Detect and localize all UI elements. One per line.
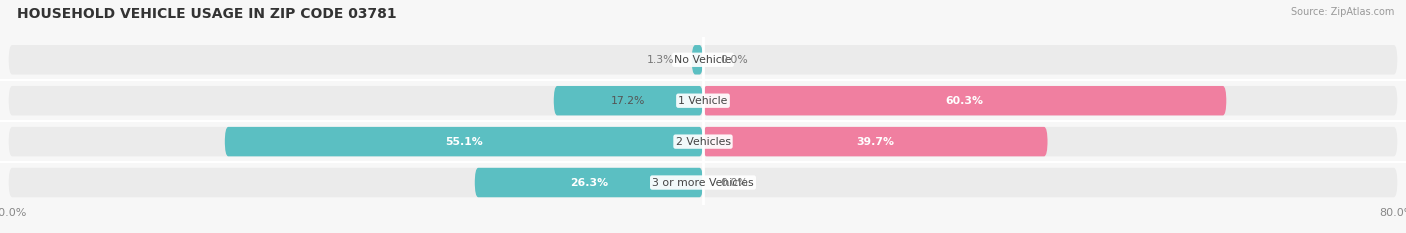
Text: 3 or more Vehicles: 3 or more Vehicles: [652, 178, 754, 188]
FancyBboxPatch shape: [703, 86, 1226, 115]
FancyBboxPatch shape: [554, 86, 703, 115]
FancyBboxPatch shape: [8, 86, 1398, 115]
FancyBboxPatch shape: [703, 127, 1047, 156]
Text: 26.3%: 26.3%: [569, 178, 607, 188]
Text: 0.0%: 0.0%: [720, 55, 748, 65]
FancyBboxPatch shape: [475, 168, 703, 197]
FancyBboxPatch shape: [692, 45, 703, 75]
FancyBboxPatch shape: [8, 45, 1398, 75]
FancyBboxPatch shape: [8, 127, 1398, 156]
Text: 2 Vehicles: 2 Vehicles: [675, 137, 731, 147]
Text: 60.3%: 60.3%: [946, 96, 984, 106]
Text: No Vehicle: No Vehicle: [675, 55, 731, 65]
FancyBboxPatch shape: [8, 168, 1398, 197]
Text: 0.0%: 0.0%: [720, 178, 748, 188]
Text: 39.7%: 39.7%: [856, 137, 894, 147]
Text: 17.2%: 17.2%: [612, 96, 645, 106]
FancyBboxPatch shape: [225, 127, 703, 156]
Text: 1.3%: 1.3%: [647, 55, 675, 65]
Text: 55.1%: 55.1%: [446, 137, 482, 147]
Text: 1 Vehicle: 1 Vehicle: [678, 96, 728, 106]
Text: HOUSEHOLD VEHICLE USAGE IN ZIP CODE 03781: HOUSEHOLD VEHICLE USAGE IN ZIP CODE 0378…: [17, 7, 396, 21]
Text: Source: ZipAtlas.com: Source: ZipAtlas.com: [1291, 7, 1395, 17]
